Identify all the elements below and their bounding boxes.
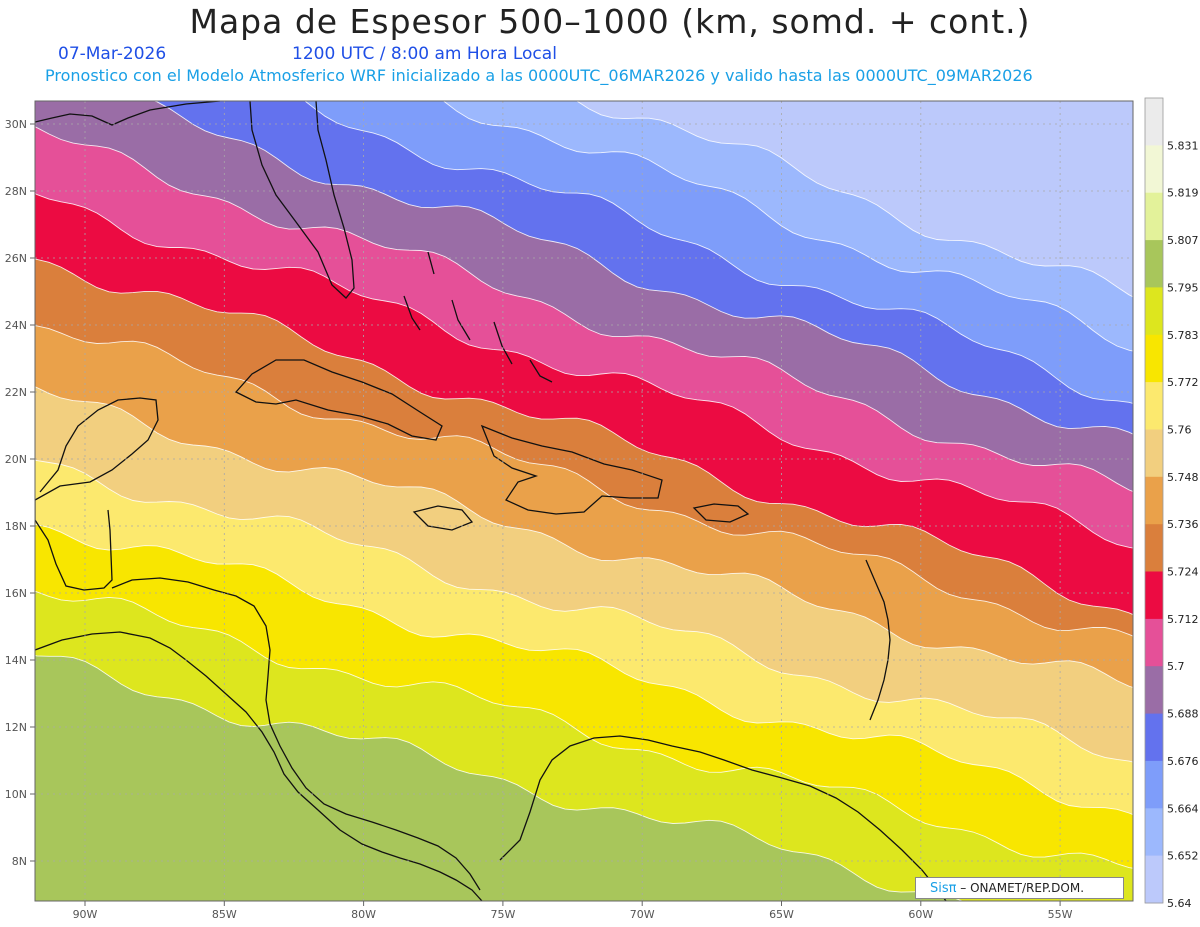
- colorbar-swatch: [1145, 760, 1163, 809]
- lat-label: 30N: [5, 118, 27, 131]
- colorbar-label: 5.76: [1167, 424, 1192, 437]
- forecast-date: 07-Mar-2026: [58, 44, 167, 64]
- lat-label: 18N: [5, 520, 27, 533]
- lat-label: 24N: [5, 319, 27, 332]
- colorbar-swatch: [1145, 524, 1163, 573]
- colorbar-swatch: [1145, 429, 1163, 478]
- colorbar-label: 5.724: [1167, 566, 1199, 579]
- lat-label: 16N: [5, 587, 27, 600]
- colorbar-label: 5.831: [1167, 139, 1199, 152]
- colorbar-swatch: [1145, 240, 1163, 288]
- lat-label: 12N: [5, 721, 27, 734]
- lon-label: 60W: [908, 908, 933, 921]
- puerto-rico-coastline: [692, 503, 750, 523]
- lon-label: 85W: [212, 908, 237, 921]
- colorbar-swatch: [1145, 192, 1163, 241]
- colorbar-swatch: [1145, 98, 1163, 146]
- colorbar-label: 5.807: [1167, 234, 1199, 247]
- colorbar-label: 5.819: [1167, 187, 1199, 200]
- florida-coastline: [249, 101, 355, 299]
- lon-label: 65W: [769, 908, 794, 921]
- thickness-band-13: [35, 655, 964, 901]
- south-america-coastline: [499, 735, 947, 901]
- map-frame: [34, 100, 1134, 902]
- lat-label: 22N: [5, 386, 27, 399]
- colorbar-swatch: [1145, 145, 1163, 194]
- colorbar-swatch: [1145, 855, 1163, 904]
- hispaniola-coastline: [480, 424, 663, 515]
- map-title: Mapa de Espesor 500–1000 (km, somd. + co…: [189, 2, 1031, 41]
- central-america-east-coast: [111, 577, 481, 891]
- colorbar-label: 5.736: [1167, 518, 1199, 531]
- central-america-coastline: [35, 631, 483, 901]
- colorbar-swatch: [1145, 618, 1163, 667]
- colorbar-label: 5.783: [1167, 329, 1199, 342]
- coastlines: [35, 101, 947, 901]
- colorbar-swatch: [1145, 713, 1163, 762]
- colorbar-label: 5.772: [1167, 376, 1199, 389]
- lat-label: 8N: [12, 855, 27, 868]
- colorbar-label: 5.652: [1167, 850, 1199, 863]
- colorbar-swatch: [1145, 382, 1163, 430]
- colorbar-swatch: [1145, 666, 1163, 715]
- forecast-time: 1200 UTC / 8:00 am Hora Local: [292, 44, 557, 64]
- cuba-coastline: [234, 359, 443, 441]
- graticule: [35, 101, 1133, 901]
- jamaica-coastline: [412, 505, 474, 531]
- colorbar-label: 5.748: [1167, 471, 1199, 484]
- colorbar-label: 5.664: [1167, 802, 1199, 815]
- gulf-coastline: [35, 101, 221, 126]
- colorbar-label: 5.7: [1167, 660, 1185, 673]
- thickness-bands: [35, 101, 1133, 901]
- bahamas-coastline: [403, 251, 553, 383]
- colorbar-swatch: [1145, 287, 1163, 336]
- lon-label: 55W: [1048, 908, 1073, 921]
- yucatan-coastline: [35, 397, 159, 501]
- colorbar-label: 5.688: [1167, 708, 1199, 721]
- colorbar-label: 5.676: [1167, 755, 1199, 768]
- colorbar-swatch: [1145, 476, 1163, 525]
- colorbar-label: 5.64: [1167, 897, 1192, 910]
- lesser-antilles-coastline: [865, 559, 891, 721]
- colorbar-swatch: [1145, 334, 1163, 383]
- mexico-gulf-coast: [35, 500, 113, 591]
- onamet-org: – ONAMET/REP.DOM.: [960, 881, 1085, 895]
- sispi-brand: Sisπ: [930, 881, 957, 896]
- colorbar-label: 5.795: [1167, 281, 1199, 294]
- colorbar: 5.831 5.819 5.807 5.795 5.783 5.772 5.76 5.748 5…: [1144, 97, 1199, 910]
- lon-label: 70W: [630, 908, 655, 921]
- lat-label: 20N: [5, 453, 27, 466]
- lon-label: 75W: [490, 908, 515, 921]
- axis-labels: 30N 28N 26N 24N 22N 20N 18N 16N 14N 12N 10N 8N 90W 85…: [5, 118, 1073, 921]
- colorbar-swatch: [1145, 571, 1163, 620]
- forecast-subtitle: Pronostico con el Modelo Atmosferico WRF…: [45, 66, 1033, 85]
- lon-label: 90W: [73, 908, 98, 921]
- colorbar-label: 5.712: [1167, 613, 1199, 626]
- lat-label: 28N: [5, 185, 27, 198]
- colorbar-frame: [1144, 97, 1164, 904]
- colorbar-swatch: [1145, 808, 1163, 857]
- onamet-logo: Sisπ – ONAMET/REP.DOM.: [915, 877, 1124, 899]
- lat-label: 26N: [5, 252, 27, 265]
- lat-label: 14N: [5, 654, 27, 667]
- lat-label: 10N: [5, 788, 27, 801]
- lon-label: 80W: [351, 908, 376, 921]
